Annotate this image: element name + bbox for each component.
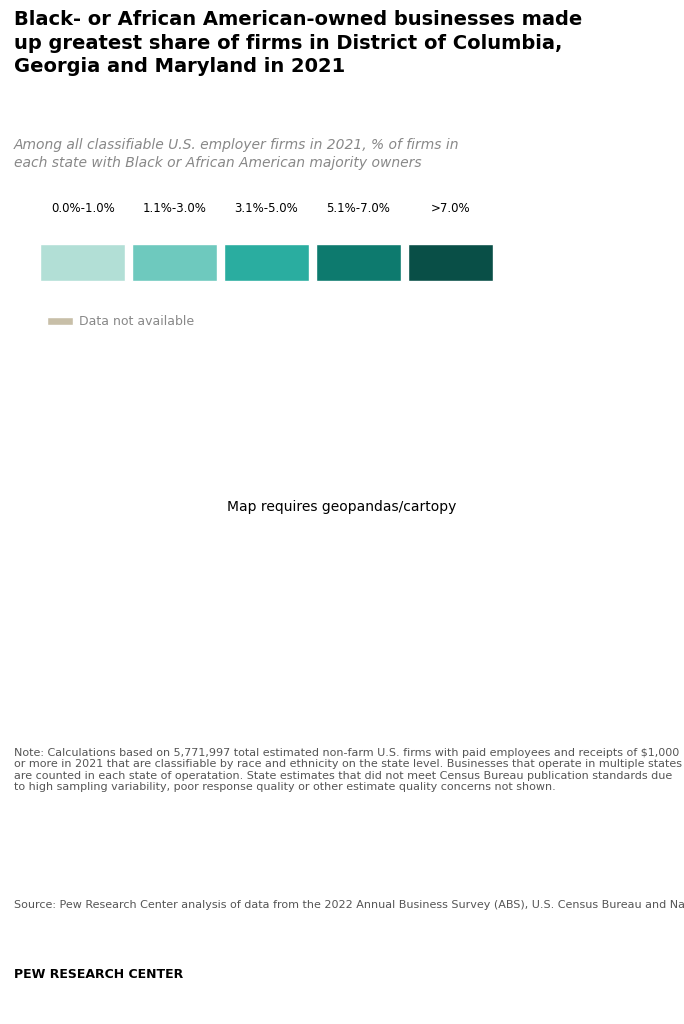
- Text: Among all classifiable U.S. employer firms in 2021, % of firms in
each state wit: Among all classifiable U.S. employer fir…: [14, 138, 459, 170]
- Text: Black- or African American-owned businesses made
up greatest share of firms in D: Black- or African American-owned busines…: [14, 10, 582, 76]
- Text: Note: Calculations based on 5,771,997 total estimated non-farm U.S. firms with p: Note: Calculations based on 5,771,997 to…: [14, 748, 682, 793]
- Text: 1.1%-3.0%: 1.1%-3.0%: [143, 202, 207, 214]
- Text: Map requires geopandas/cartopy: Map requires geopandas/cartopy: [227, 500, 457, 514]
- Text: Source: Pew Research Center analysis of data from the 2022 Annual Business Surve: Source: Pew Research Center analysis of …: [14, 900, 684, 910]
- FancyBboxPatch shape: [316, 244, 401, 281]
- Text: Data not available: Data not available: [79, 314, 194, 328]
- Text: 5.1%-7.0%: 5.1%-7.0%: [326, 202, 391, 214]
- FancyBboxPatch shape: [40, 244, 125, 281]
- Text: 3.1%-5.0%: 3.1%-5.0%: [235, 202, 298, 214]
- FancyBboxPatch shape: [224, 244, 309, 281]
- FancyBboxPatch shape: [408, 244, 493, 281]
- Text: PEW RESEARCH CENTER: PEW RESEARCH CENTER: [14, 968, 183, 981]
- FancyBboxPatch shape: [47, 317, 73, 325]
- Text: 0.0%-1.0%: 0.0%-1.0%: [51, 202, 114, 214]
- FancyBboxPatch shape: [132, 244, 218, 281]
- Text: >7.0%: >7.0%: [430, 202, 470, 214]
